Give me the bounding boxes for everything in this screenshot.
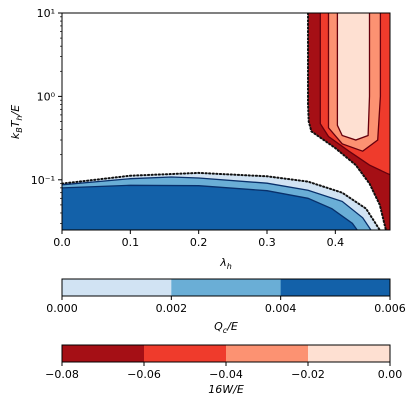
x-tick-label: 0.1 bbox=[122, 236, 140, 249]
colorbar-qc-swatches bbox=[62, 279, 391, 296]
colorbar-swatch bbox=[171, 279, 282, 296]
y-axis-ticks: 10⁻¹ 10⁰ 10¹ bbox=[31, 7, 62, 224]
colorbar-swatch bbox=[62, 279, 172, 296]
x-tick-label: 0.4 bbox=[327, 236, 345, 249]
colorbar-qc-frame bbox=[61, 278, 391, 297]
colorbar-qc-label: Qc/E bbox=[214, 320, 238, 335]
work-contour-line-1 bbox=[319, 13, 390, 176]
cooling-contour-line-0 bbox=[62, 171, 381, 230]
colorbar-qc: 0.000 0.002 0.004 0.006 Qc/E bbox=[46, 278, 406, 335]
cooling-band-2 bbox=[62, 185, 358, 230]
colorbar-tick-label: −0.08 bbox=[45, 368, 79, 381]
y-tick-label: 10⁰ bbox=[37, 90, 56, 103]
cooling-contour-line-1 bbox=[62, 176, 372, 230]
colorbar-tick-label: 0.000 bbox=[46, 302, 78, 315]
x-tick-label: 0.3 bbox=[258, 236, 276, 249]
plot-area: 0.0 0.1 0.2 0.3 0.4 10⁻¹ 10⁰ 10¹ λh kBTh/E bbox=[9, 7, 391, 271]
colorbar-swatch bbox=[280, 279, 391, 296]
y-tick-label: 10⁻¹ bbox=[31, 174, 55, 187]
colorbar-swatch bbox=[62, 345, 145, 362]
work-contour-line-2 bbox=[327, 13, 382, 152]
x-axis-label: λh bbox=[219, 256, 232, 271]
x-tick-label: 0.2 bbox=[190, 236, 208, 249]
cooling-contour-line-2 bbox=[62, 184, 358, 230]
work-contour-line-3 bbox=[336, 13, 371, 141]
colorbar-tick-label: 0.00 bbox=[378, 368, 403, 381]
work-band-3 bbox=[337, 13, 370, 140]
colorbar-tick-label: 0.002 bbox=[156, 302, 188, 315]
colorbar-tick-label: −0.06 bbox=[127, 368, 161, 381]
contour-lines bbox=[62, 13, 390, 230]
y-tick-label: 10¹ bbox=[37, 7, 55, 20]
colorbar-work: −0.08 −0.06 −0.04 −0.02 0.00 16W/E bbox=[45, 344, 402, 396]
colorbar-tick-label: −0.04 bbox=[209, 368, 243, 381]
x-axis-ticks: 0.0 0.1 0.2 0.3 0.4 bbox=[53, 230, 344, 249]
colorbar-work-label: 16W/E bbox=[208, 383, 244, 396]
colorbar-tick-label: 0.006 bbox=[374, 302, 406, 315]
colorbar-qc-ticks: 0.000 0.002 0.004 0.006 bbox=[46, 296, 406, 315]
work-contour-line-0 bbox=[307, 13, 387, 230]
x-tick-label: 0.0 bbox=[53, 236, 71, 249]
colorbar-swatch bbox=[144, 345, 227, 362]
y-axis-label: kBTh/E bbox=[9, 105, 24, 139]
colorbar-swatch bbox=[308, 345, 391, 362]
colorbar-tick-label: 0.004 bbox=[265, 302, 297, 315]
colorbar-swatch bbox=[226, 345, 309, 362]
colorbar-work-ticks: −0.08 −0.06 −0.04 −0.02 0.00 bbox=[45, 362, 402, 381]
colorbar-tick-label: −0.02 bbox=[291, 368, 325, 381]
colorbar-work-swatches bbox=[62, 345, 391, 362]
